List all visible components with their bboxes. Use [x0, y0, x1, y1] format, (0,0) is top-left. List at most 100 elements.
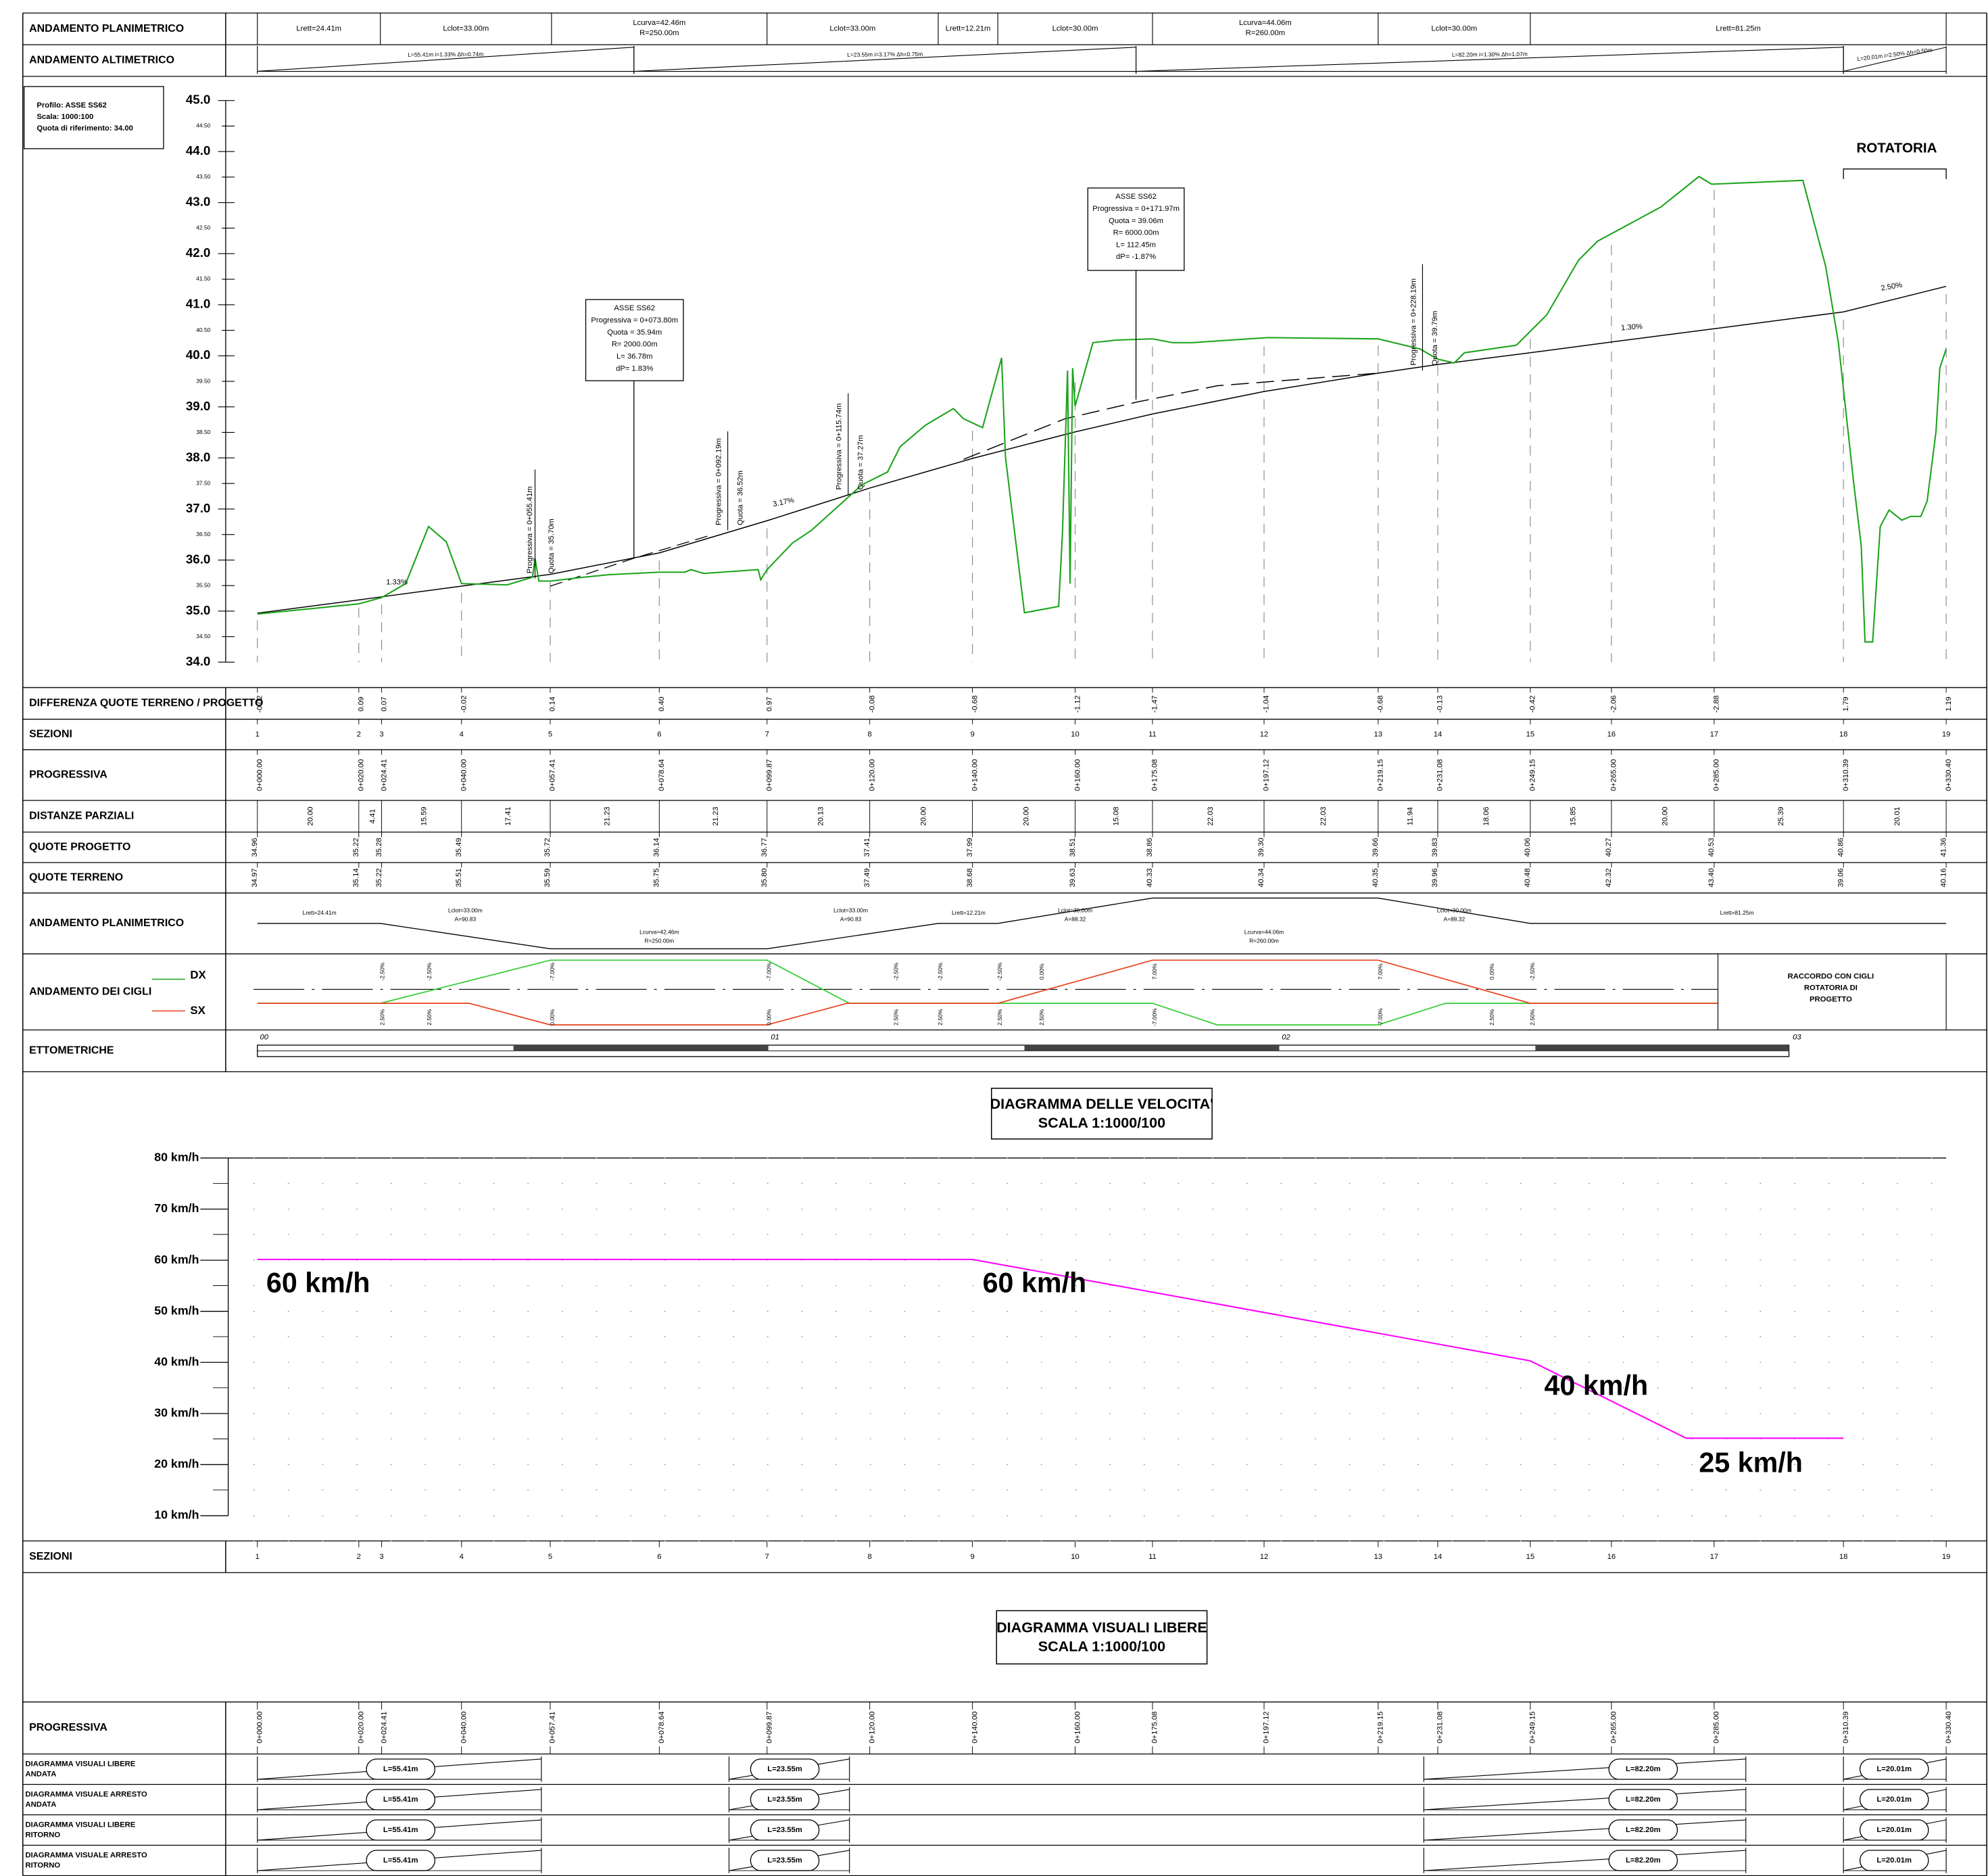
- hectometer-fill: [1024, 1044, 1280, 1051]
- section: 14: [1434, 1553, 1442, 1561]
- segment-label: Lrett=24.41m: [296, 25, 341, 33]
- segment-label: A=90.83: [455, 916, 477, 923]
- visual-row-label: DIAGRAMMA VISUALE ARRESTO: [26, 1790, 147, 1798]
- y-tick-label: 38.0: [186, 450, 211, 464]
- section: 12: [1260, 730, 1269, 738]
- cigli-box-text: ROTATORIA DI: [1804, 984, 1858, 992]
- quota-terreno: 35.51: [455, 868, 463, 887]
- rule: [257, 47, 634, 72]
- length-label: L=55.41m: [383, 1796, 418, 1804]
- quota-progetto: 37.41: [863, 838, 871, 857]
- note-text: L= 112.45m: [1116, 241, 1156, 249]
- section: 9: [970, 730, 974, 738]
- section: 7: [765, 1553, 769, 1561]
- y-tick-label: 41.0: [186, 297, 211, 311]
- slope-label: 2.50%: [1881, 281, 1904, 293]
- slope-label: L=82.20m i=1.30% Δh=1.07m: [1452, 51, 1528, 58]
- segment-label: Lcurva=44.06m: [1239, 19, 1292, 27]
- progressive: 0+330.40: [1945, 1711, 1953, 1743]
- cigli-label: -2.50%: [1529, 962, 1536, 980]
- segment-label: Lrett=81.25m: [1716, 25, 1761, 33]
- legend-text: Quota di riferimento: 34.00: [37, 124, 133, 133]
- section: 2: [357, 730, 361, 738]
- segment-label: A=88.32: [1065, 916, 1086, 923]
- y-tick-label: 44.50: [196, 122, 210, 129]
- quota-progetto: 35.28: [375, 838, 383, 857]
- y-tick-label: 35.0: [186, 603, 211, 617]
- section: 1: [256, 730, 260, 738]
- section: 19: [1942, 1553, 1951, 1561]
- legend-text: Scala: 1000:100: [37, 113, 93, 121]
- segment-label: Lclot=33.00m: [443, 25, 489, 33]
- speed-axis-label: 50 km/h: [154, 1303, 199, 1317]
- length-pill: [1608, 1758, 1678, 1780]
- quota-progetto: 41.36: [1939, 838, 1947, 857]
- length-label: L=23.55m: [767, 1856, 802, 1865]
- quota-terreno: 39.96: [1431, 868, 1439, 887]
- visual-row-label: DIAGRAMMA VISUALE ARRESTO: [26, 1851, 147, 1859]
- difference: -1.47: [1151, 696, 1159, 713]
- cigli-label: 2.50%: [1488, 1009, 1495, 1025]
- quota-terreno: 42.32: [1605, 868, 1613, 887]
- distance: 20.00: [307, 807, 315, 825]
- section: 16: [1607, 1553, 1616, 1561]
- difference: -1.04: [1263, 696, 1271, 713]
- row-label: ANDAMENTO DEI CIGLI: [29, 986, 151, 997]
- quota-terreno: 40.33: [1146, 868, 1154, 887]
- row-label: ANDAMENTO PLANIMETRICO: [29, 917, 184, 929]
- visual-row-label: RITORNO: [26, 1861, 61, 1869]
- vertical-label: Progressiva = 0+092.19m: [714, 438, 723, 525]
- hectometer: 01: [771, 1034, 779, 1042]
- length-pill: [366, 1819, 436, 1841]
- difference: 0.97: [765, 696, 773, 711]
- segment-label: R=250.00m: [639, 29, 679, 37]
- quota-terreno: 35.59: [543, 868, 552, 887]
- y-tick-label: 37.50: [196, 479, 210, 486]
- section: 5: [548, 1553, 552, 1561]
- cigli-label: 0.00%: [766, 1009, 773, 1025]
- quota-terreno: 40.34: [1257, 868, 1265, 887]
- segment-label: A=90.83: [840, 916, 862, 923]
- row-label: QUOTE PROGETTO: [29, 842, 130, 853]
- row-label: QUOTE TERRENO: [29, 872, 123, 884]
- note-box: [1087, 187, 1185, 271]
- distance: 15.59: [420, 807, 428, 825]
- segment-label: Lcurva=42.46m: [639, 928, 679, 935]
- quota-progetto: 36.14: [653, 838, 661, 857]
- segment-label: Lclot=30.00m: [1431, 25, 1477, 33]
- note-text: Progressiva = 0+073.80m: [591, 316, 678, 324]
- speed-label: 60 km/h: [266, 1267, 370, 1298]
- vertical-label: Quota = 36.52m: [736, 471, 744, 525]
- segment-label: Lcurva=44.06m: [1244, 928, 1284, 935]
- vertical-label: Quota = 39.79m: [1431, 311, 1439, 366]
- y-tick-label: 43.0: [186, 195, 211, 209]
- y-tick-label: 39.50: [196, 377, 210, 384]
- quota-terreno: 34.97: [251, 868, 259, 887]
- vertical-label: Progressiva = 0+228.19m: [1409, 279, 1417, 366]
- legend-dx: DX: [190, 968, 206, 981]
- cigli-label: 2.50%: [1038, 1009, 1045, 1025]
- visual-row-label: ANDATA: [26, 1770, 57, 1778]
- quota-terreno: 35.80: [760, 868, 769, 887]
- note-text: R= 6000.00m: [1113, 229, 1159, 237]
- distance: 20.01: [1893, 807, 1901, 825]
- line: [257, 285, 1947, 614]
- visual-title: SCALA 1:1000/100: [1038, 1638, 1165, 1655]
- length-pill: [750, 1819, 820, 1841]
- progressive: 0+219.15: [1377, 759, 1385, 791]
- y-tick-label: 40.50: [196, 327, 210, 333]
- length-pill: [1608, 1850, 1678, 1871]
- cigli-label: 0.00%: [1038, 963, 1045, 980]
- cigli-label: -2.50%: [892, 962, 899, 980]
- difference: 1.79: [1842, 696, 1850, 711]
- speed-title: SCALA 1:1000/100: [1038, 1114, 1165, 1131]
- difference: -0.13: [1436, 696, 1445, 713]
- length-pill: [1859, 1789, 1929, 1810]
- difference: -0.02: [460, 696, 468, 713]
- segment-label: Lclot=30.00m: [1052, 25, 1098, 33]
- speed-axis-label: 30 km/h: [154, 1406, 199, 1420]
- progressive: 0+310.39: [1842, 759, 1850, 791]
- legend-box: [23, 86, 164, 149]
- length-label: L=55.41m: [383, 1826, 418, 1834]
